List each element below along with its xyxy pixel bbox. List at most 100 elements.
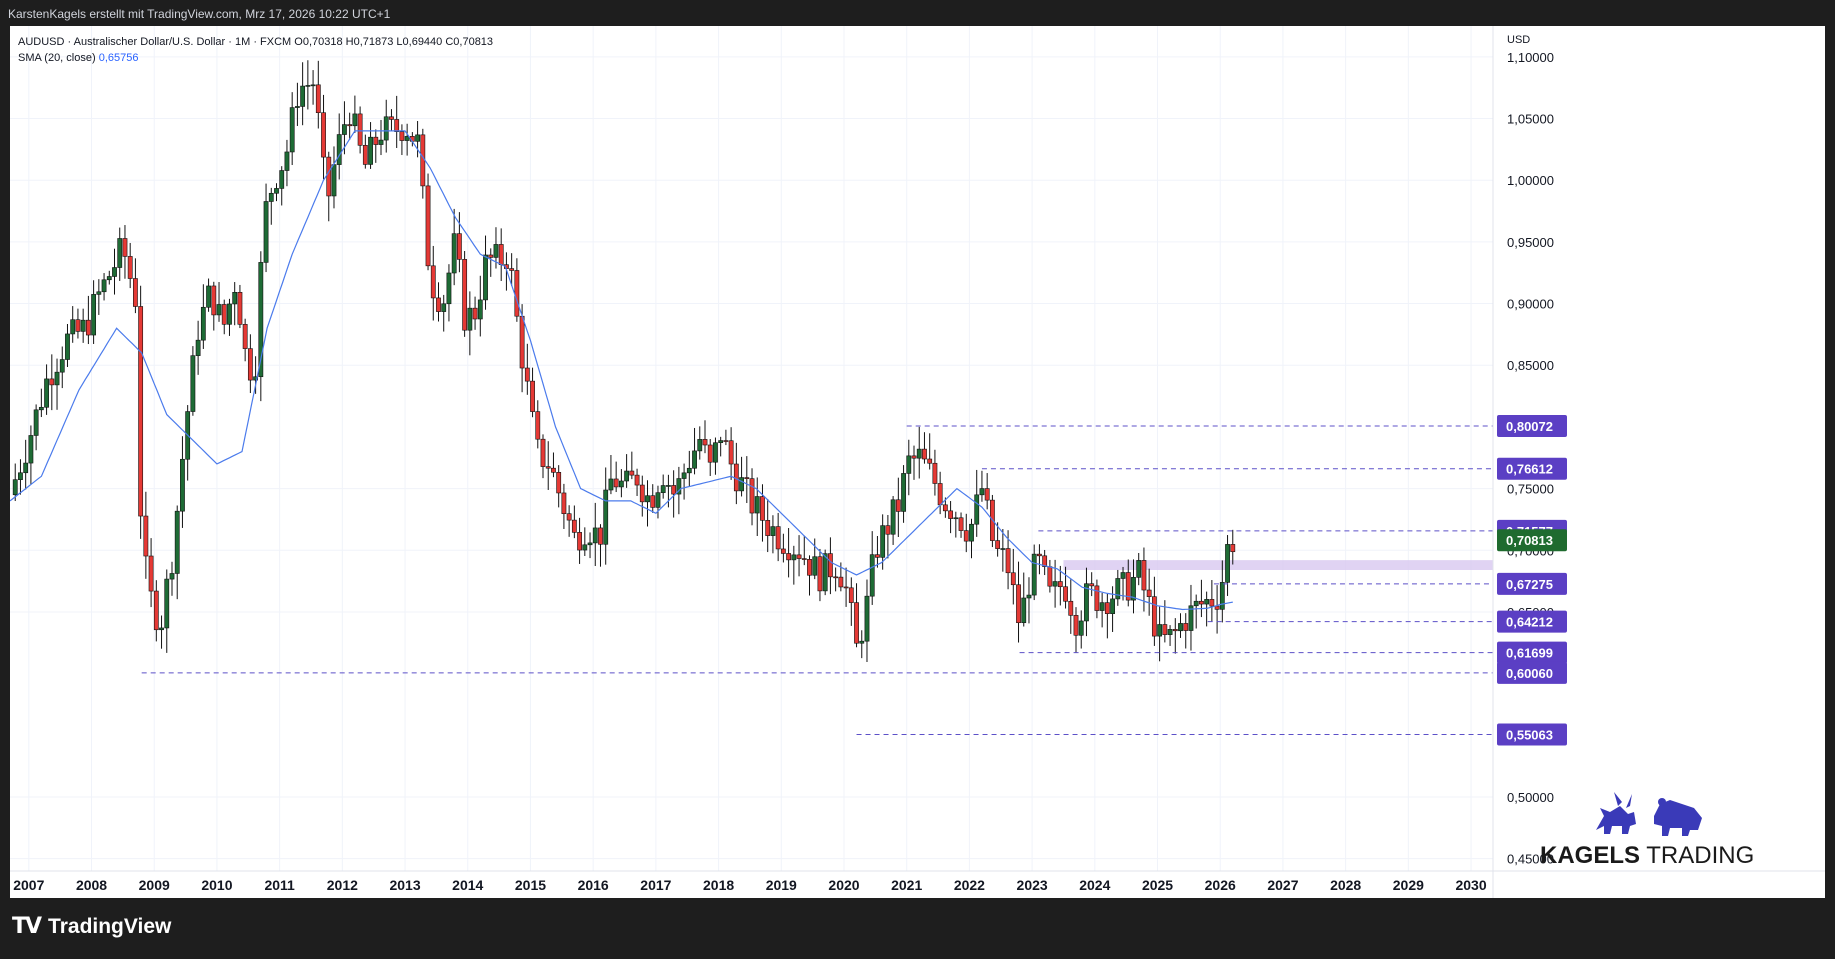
candle-body — [833, 576, 839, 579]
x-tick-label: 2015 — [515, 877, 546, 893]
candle-body — [33, 409, 39, 436]
candle-body — [953, 517, 959, 520]
candle-body — [686, 467, 692, 474]
level-label: 0,60060 — [1506, 666, 1553, 681]
candle-body — [859, 640, 865, 644]
candle-body — [895, 499, 901, 512]
candle-body — [383, 116, 389, 141]
candle-body — [451, 233, 457, 274]
candle-body — [775, 526, 781, 550]
candle-body — [404, 136, 410, 141]
candle-body — [885, 525, 891, 535]
currency-label: USD — [1507, 34, 1530, 46]
candle-body — [618, 480, 624, 488]
x-tick-label: 2016 — [578, 877, 609, 893]
time-axis: 2007 2008 2009 2010 2011 2012 2013 2014 2015 2016… — [10, 870, 1825, 893]
candle-body — [18, 472, 23, 480]
x-tick-label: 2024 — [1079, 877, 1110, 893]
candle-body — [603, 489, 609, 545]
candle-body — [164, 578, 170, 629]
candle-body — [85, 319, 91, 336]
candle-body — [969, 523, 974, 542]
candle-body — [958, 517, 964, 531]
symbol-line[interactable]: AUDUSD · Australischer Dollar/U.S. Dolla… — [18, 36, 494, 48]
candle-body — [342, 124, 347, 135]
x-tick-label: 2023 — [1017, 877, 1048, 893]
candle-body — [1136, 560, 1142, 578]
y-tick-label: 0,75000 — [1507, 482, 1554, 497]
sma-legend[interactable]: SMA (20, close) 0,65756 — [18, 50, 493, 66]
candle-body — [723, 440, 729, 442]
candle-body — [1031, 553, 1037, 596]
chart-credit: KarstenKagels erstellt mit TradingView.c… — [8, 7, 391, 21]
candle-body — [660, 485, 666, 493]
candle-body — [927, 458, 933, 464]
candle-body — [1151, 596, 1157, 637]
candle-body — [268, 192, 274, 202]
candle-body — [744, 477, 750, 479]
candle-body — [180, 458, 185, 512]
x-tick-label: 2017 — [640, 877, 671, 893]
candle-body — [1010, 572, 1016, 586]
candle-body — [770, 526, 776, 536]
y-tick-label: 1,00000 — [1507, 173, 1554, 188]
candle-body — [101, 279, 107, 293]
candle-body — [1214, 605, 1220, 610]
chart-panel[interactable]: USD 1,10000 1,05000 1,00000 0,95000 0,90000 0,… — [10, 26, 1825, 898]
candle-body — [1204, 599, 1210, 605]
candle-body — [300, 85, 306, 107]
candle-body — [106, 276, 112, 281]
price-chart[interactable]: USD 1,10000 1,05000 1,00000 0,95000 0,90000 0,… — [10, 26, 1825, 898]
y-tick-label: 0,95000 — [1507, 235, 1554, 250]
candle-body — [310, 84, 316, 87]
candle-body — [1104, 602, 1110, 614]
sma-label: SMA (20, close) — [18, 52, 96, 64]
candle-body — [791, 554, 797, 561]
candle-body — [483, 254, 488, 301]
candle-body — [221, 304, 227, 325]
candle-body — [127, 256, 133, 279]
candle-body — [828, 553, 833, 578]
candle-body — [671, 485, 677, 495]
candle-body — [869, 554, 875, 597]
candle-body — [545, 466, 551, 469]
candle-body — [493, 244, 499, 258]
x-tick-label: 2021 — [891, 877, 922, 893]
level-label: 0,55063 — [1506, 728, 1553, 743]
candle-body — [1125, 572, 1131, 601]
candle-body — [1199, 600, 1204, 605]
candle-body — [1084, 583, 1089, 622]
candle-body — [1209, 599, 1215, 607]
brand-word: KAGELS TRADING — [1540, 842, 1755, 869]
candle-body — [1094, 585, 1100, 611]
candle-body — [707, 444, 713, 463]
x-tick-label: 2009 — [139, 877, 170, 893]
candle-body — [718, 440, 724, 444]
candle-body — [963, 530, 969, 542]
candle-body — [1037, 553, 1042, 557]
level-label: 0,76612 — [1506, 462, 1553, 477]
level-label: 0,80072 — [1506, 419, 1553, 434]
candle-body — [1057, 581, 1063, 588]
candle-body — [1167, 629, 1173, 635]
candle-body — [389, 116, 394, 120]
x-tick-label: 2012 — [327, 877, 358, 893]
candle-body — [237, 292, 243, 325]
candle-body — [739, 477, 744, 492]
candle-body — [629, 470, 635, 476]
tradingview-logo[interactable]: TV TradingView — [12, 914, 171, 939]
candle-body — [1219, 582, 1225, 610]
candle-body — [1042, 555, 1048, 567]
candle-body — [514, 270, 520, 317]
candle-body — [1005, 548, 1011, 574]
candle-body — [713, 442, 718, 463]
candle-body — [122, 238, 128, 257]
candle-body — [441, 303, 447, 312]
candle-body — [148, 555, 154, 592]
candle-body — [608, 478, 614, 491]
candle-body — [592, 527, 598, 544]
candle-body — [1078, 620, 1084, 636]
candle-body — [1115, 578, 1121, 600]
candle-body — [12, 479, 18, 496]
candle-body — [373, 136, 379, 145]
